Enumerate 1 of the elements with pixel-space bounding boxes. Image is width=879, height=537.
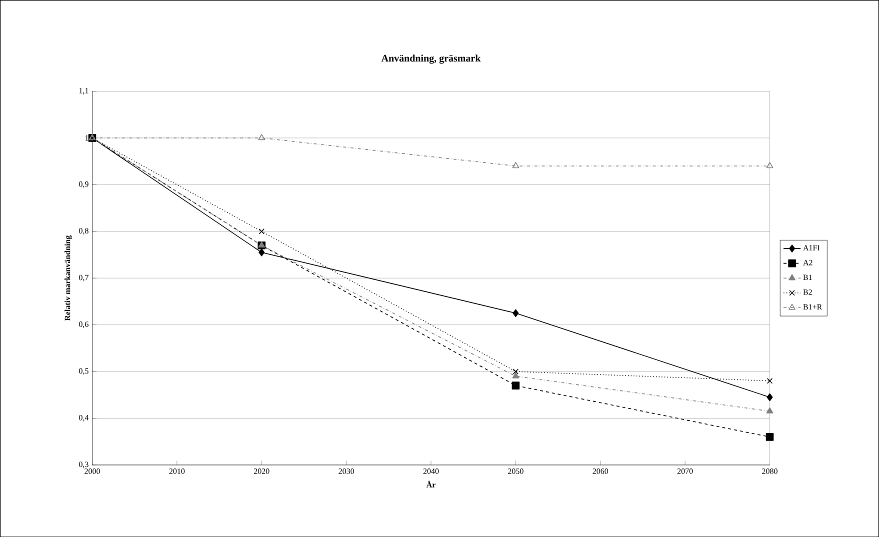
chart-title: Användning, gräsmark <box>381 54 481 64</box>
